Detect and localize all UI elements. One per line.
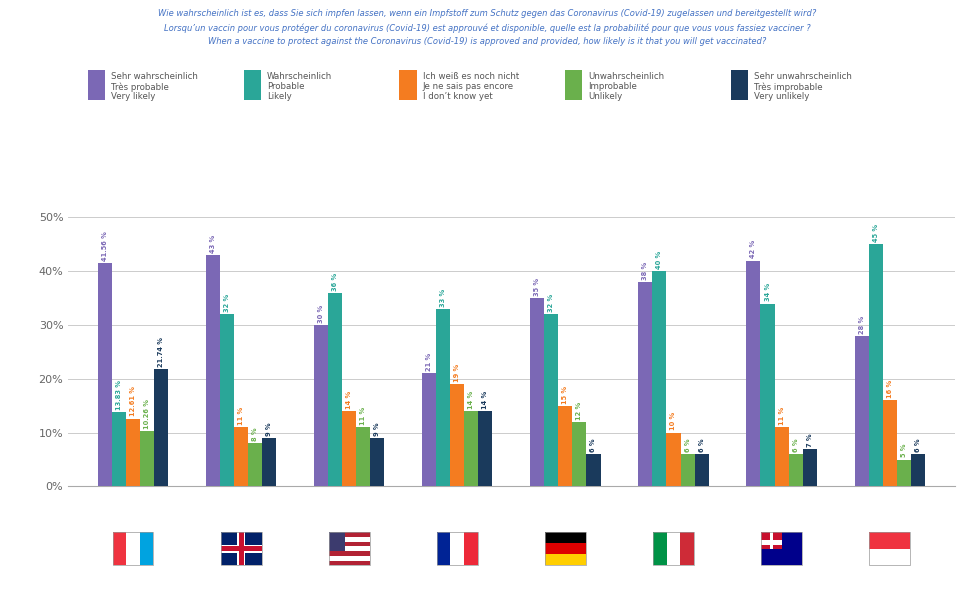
Bar bbox=[854, 336, 869, 486]
Bar bbox=[154, 370, 169, 486]
Bar bbox=[573, 422, 586, 486]
Bar bbox=[666, 433, 681, 486]
Bar bbox=[803, 449, 817, 486]
Bar bbox=[586, 454, 601, 486]
Bar bbox=[774, 427, 789, 486]
Text: I don’t know yet: I don’t know yet bbox=[423, 92, 493, 101]
Bar bbox=[681, 454, 694, 486]
Text: Probable: Probable bbox=[267, 82, 305, 91]
Text: 45 %: 45 % bbox=[873, 224, 879, 242]
Text: 8 %: 8 % bbox=[252, 427, 258, 441]
Text: 35 %: 35 % bbox=[535, 278, 541, 296]
Text: 11 %: 11 % bbox=[360, 407, 366, 425]
Bar bbox=[478, 411, 493, 486]
Bar bbox=[356, 427, 370, 486]
Text: Lorsqu’un vaccin pour vous protéger du coronavirus (Covid-19) est approuvé et di: Lorsqu’un vaccin pour vous protéger du c… bbox=[164, 23, 810, 33]
Bar bbox=[98, 263, 112, 486]
Text: 38 %: 38 % bbox=[643, 261, 649, 280]
Text: 13.83 %: 13.83 % bbox=[116, 380, 122, 410]
Bar bbox=[422, 373, 436, 486]
Text: 6 %: 6 % bbox=[698, 438, 704, 452]
Text: 5 %: 5 % bbox=[901, 444, 907, 457]
Bar bbox=[653, 271, 666, 486]
Text: Très probable: Très probable bbox=[111, 82, 169, 92]
Text: When a vaccine to protect against the Coronavirus (Covid-19) is approved and pro: When a vaccine to protect against the Co… bbox=[207, 37, 767, 46]
Bar bbox=[342, 411, 356, 486]
Bar bbox=[544, 314, 558, 486]
Bar bbox=[112, 412, 126, 486]
Text: Wahrscheinlich: Wahrscheinlich bbox=[267, 72, 332, 81]
Text: Je ne sais pas encore: Je ne sais pas encore bbox=[423, 82, 514, 91]
Bar bbox=[206, 255, 220, 486]
Bar bbox=[248, 443, 262, 486]
Text: 28 %: 28 % bbox=[858, 316, 865, 334]
Text: 9 %: 9 % bbox=[266, 422, 272, 436]
Bar bbox=[789, 454, 803, 486]
Text: 12.61 %: 12.61 % bbox=[131, 387, 136, 416]
Text: Very unlikely: Very unlikely bbox=[754, 92, 809, 101]
Bar bbox=[746, 260, 761, 486]
Bar bbox=[911, 454, 924, 486]
Text: 14 %: 14 % bbox=[346, 391, 353, 409]
Text: 10.26 %: 10.26 % bbox=[144, 399, 150, 429]
Text: Likely: Likely bbox=[267, 92, 291, 101]
Text: 6 %: 6 % bbox=[915, 438, 920, 452]
Text: 36 %: 36 % bbox=[332, 272, 338, 291]
Bar bbox=[262, 438, 277, 486]
Bar bbox=[694, 454, 709, 486]
Bar bbox=[314, 325, 328, 486]
Text: 30 %: 30 % bbox=[318, 305, 324, 323]
Bar bbox=[761, 303, 774, 486]
Bar bbox=[897, 460, 911, 486]
Text: 41.56 %: 41.56 % bbox=[102, 231, 108, 261]
Text: 40 %: 40 % bbox=[656, 251, 662, 269]
Bar bbox=[370, 438, 385, 486]
Text: 34 %: 34 % bbox=[765, 283, 770, 302]
Text: Sehr wahrscheinlich: Sehr wahrscheinlich bbox=[111, 72, 198, 81]
Bar bbox=[882, 400, 897, 486]
Text: Très improbable: Très improbable bbox=[754, 82, 822, 92]
Text: 32 %: 32 % bbox=[224, 294, 230, 312]
Bar bbox=[126, 418, 140, 486]
Bar bbox=[450, 384, 465, 486]
Text: 11 %: 11 % bbox=[778, 407, 785, 425]
Text: Ich weiß es noch nicht: Ich weiß es noch nicht bbox=[423, 72, 519, 81]
Text: 14 %: 14 % bbox=[482, 391, 488, 409]
Text: 43 %: 43 % bbox=[210, 235, 216, 253]
Bar bbox=[638, 282, 653, 486]
Text: Sehr unwahrscheinlich: Sehr unwahrscheinlich bbox=[754, 72, 851, 81]
Bar bbox=[869, 244, 882, 486]
Text: 21.74 %: 21.74 % bbox=[158, 337, 165, 367]
Text: Unwahrscheinlich: Unwahrscheinlich bbox=[588, 72, 664, 81]
Bar bbox=[234, 427, 248, 486]
Text: 12 %: 12 % bbox=[577, 401, 582, 420]
Text: Improbable: Improbable bbox=[588, 82, 637, 91]
Bar bbox=[328, 293, 342, 486]
Bar bbox=[220, 314, 234, 486]
Text: 42 %: 42 % bbox=[751, 240, 757, 258]
Bar bbox=[140, 431, 154, 486]
Text: 11 %: 11 % bbox=[238, 407, 244, 425]
Text: 16 %: 16 % bbox=[886, 380, 892, 398]
Text: Unlikely: Unlikely bbox=[588, 92, 622, 101]
Text: 14 %: 14 % bbox=[468, 391, 474, 409]
Bar bbox=[558, 406, 573, 486]
Text: Wie wahrscheinlich ist es, dass Sie sich impfen lassen, wenn ein Impfstoff zum S: Wie wahrscheinlich ist es, dass Sie sich… bbox=[158, 9, 816, 18]
Text: 6 %: 6 % bbox=[793, 438, 799, 452]
Text: 32 %: 32 % bbox=[548, 294, 554, 312]
Text: Very likely: Very likely bbox=[111, 92, 156, 101]
Text: 7 %: 7 % bbox=[806, 433, 812, 447]
Bar bbox=[436, 309, 450, 486]
Bar bbox=[530, 298, 544, 486]
Text: 21 %: 21 % bbox=[427, 353, 432, 371]
Text: 6 %: 6 % bbox=[590, 438, 596, 452]
Text: 33 %: 33 % bbox=[440, 289, 446, 307]
Bar bbox=[465, 411, 478, 486]
Text: 19 %: 19 % bbox=[454, 364, 461, 382]
Text: 9 %: 9 % bbox=[374, 422, 380, 436]
Text: 10 %: 10 % bbox=[670, 412, 677, 430]
Text: 6 %: 6 % bbox=[685, 438, 691, 452]
Text: 15 %: 15 % bbox=[562, 385, 569, 404]
